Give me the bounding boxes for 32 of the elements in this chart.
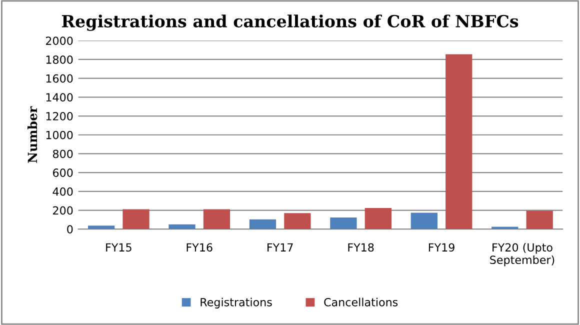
bar <box>168 224 196 230</box>
bar <box>364 208 392 230</box>
y-tick-label: 200 <box>53 206 73 215</box>
y-tick-label: 400 <box>52 187 73 196</box>
bar <box>284 213 311 230</box>
y-tick-label: 800 <box>52 150 73 158</box>
y-tick-label: 2000 <box>46 36 73 46</box>
y-tick-label: 1200 <box>46 112 73 120</box>
legend-label: Registrations <box>200 298 272 308</box>
bar <box>203 209 230 230</box>
x-tick-label: FY18 <box>348 243 374 252</box>
bar <box>122 209 150 230</box>
y-tick-label: 600 <box>53 168 73 177</box>
x-tick-label: FY15 <box>106 243 132 252</box>
y-tick-label: 0 <box>67 225 73 234</box>
bar <box>410 212 438 230</box>
chart-title: Registrations and cancellations of CoR of NBFCs <box>62 14 518 31</box>
y-tick-label: 1400 <box>46 93 73 102</box>
bar <box>446 54 472 230</box>
y-tick-label: 1800 <box>46 55 73 64</box>
y-tick-label: 1000 <box>46 130 73 140</box>
x-tick-label: FY19 <box>428 243 454 252</box>
legend-label: Cancellations <box>324 298 398 306</box>
x-tick-label: FY16 <box>186 243 212 252</box>
bar <box>88 226 115 230</box>
bar <box>330 217 357 230</box>
bar <box>249 219 276 230</box>
y-axis-title: Number <box>28 106 38 163</box>
bar <box>526 210 553 230</box>
y-tick-label: 1600 <box>46 74 73 83</box>
x-tick-label: FY20 (Upto September) <box>490 243 554 266</box>
x-tick-label: FY17 <box>268 243 293 252</box>
